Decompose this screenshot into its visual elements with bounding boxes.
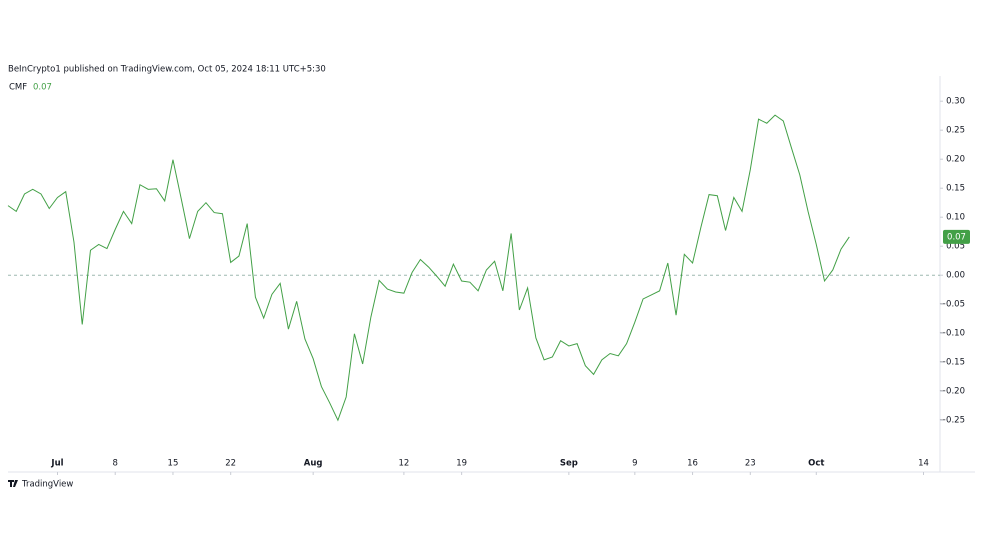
- x-tick-label: 23: [745, 459, 756, 469]
- x-tick-label: 22: [225, 459, 236, 469]
- y-tick-label: −0.15: [939, 358, 965, 368]
- brand: TradingView: [8, 480, 73, 490]
- x-tick-label: 8: [113, 459, 118, 469]
- last-value-badge: [943, 229, 970, 244]
- x-tick-label: 14: [918, 459, 929, 469]
- y-tick-label: −0.25: [939, 416, 965, 426]
- x-tick-label: Oct: [808, 459, 824, 469]
- y-tick-label: −0.05: [939, 300, 965, 310]
- chart-subtitle: BeInCrypto1 published on TradingView.com…: [8, 65, 326, 75]
- y-tick-label: −0.20: [939, 387, 965, 397]
- x-tick-label: 15: [168, 459, 179, 469]
- x-tick-label: Sep: [560, 459, 578, 469]
- legend-value: 0.07: [33, 83, 52, 93]
- legend-name: CMF: [9, 83, 27, 93]
- y-tick-label: 0.25: [946, 126, 965, 136]
- series-line: [7, 114, 850, 422]
- y-tick-label: 0.20: [946, 155, 965, 165]
- y-tick-label: 0.10: [946, 213, 965, 223]
- y-tick-label: 0.15: [946, 184, 965, 194]
- brand-name: TradingView: [21, 480, 73, 490]
- x-tick-label: 19: [456, 459, 467, 469]
- y-tick-label: 0.00: [946, 271, 965, 281]
- x-tick-label: 16: [687, 459, 698, 469]
- x-tick-label: 12: [398, 459, 409, 469]
- y-tick-label: −0.10: [939, 329, 965, 339]
- brand-logo: [8, 480, 18, 487]
- x-tick-label: Aug: [304, 459, 323, 469]
- y-tick-label: 0.05: [946, 242, 965, 252]
- x-tick-label: 9: [632, 459, 637, 469]
- x-tick-label: Jul: [50, 459, 63, 469]
- last-value-label: 0.07: [947, 232, 966, 242]
- y-tick-label: 0.30: [946, 97, 965, 107]
